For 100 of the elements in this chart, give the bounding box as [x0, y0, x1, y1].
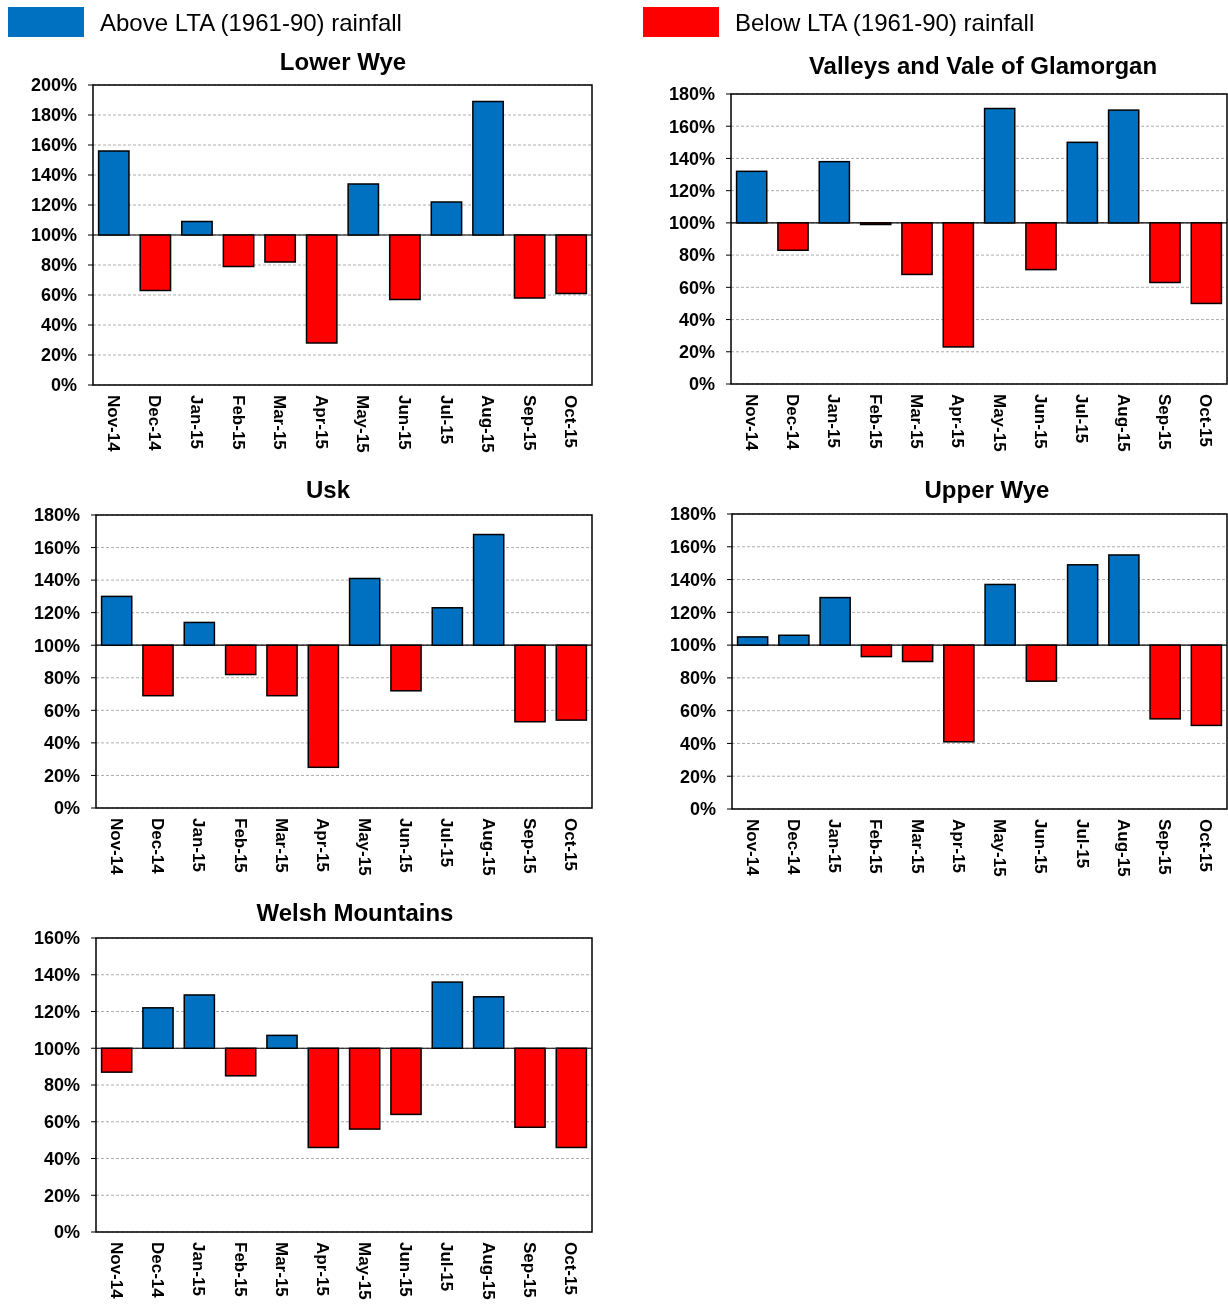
- y-tick-label: 160%: [668, 116, 715, 137]
- y-tick-label: 20%: [43, 1185, 80, 1206]
- x-tick-label: Jul-15: [437, 1242, 457, 1292]
- y-tick-label: 60%: [40, 285, 77, 306]
- y-tick-label: 180%: [668, 84, 715, 105]
- chart-title: Usk: [305, 476, 351, 503]
- x-tick-label: May-15: [353, 395, 373, 453]
- x-tick-label: May-15: [354, 1242, 374, 1300]
- y-tick-label: 140%: [33, 570, 80, 591]
- y-tick-label: 40%: [43, 733, 80, 754]
- y-tick-label: 0%: [53, 1222, 80, 1243]
- x-tick-label: Nov-14: [741, 394, 761, 452]
- x-tick-label: Jul-15: [1072, 819, 1092, 869]
- y-tick-label: 20%: [43, 765, 80, 786]
- y-tick-label: 20%: [40, 345, 77, 366]
- x-tick-label: Aug-15: [1113, 819, 1133, 877]
- y-tick-label: 180%: [669, 504, 716, 525]
- y-tick-label: 140%: [33, 965, 80, 986]
- y-tick-label: 160%: [33, 537, 80, 558]
- x-tick-label: Jul-15: [437, 818, 457, 868]
- y-tick-label: 60%: [43, 1112, 80, 1133]
- y-tick-label: 100%: [30, 225, 77, 246]
- y-tick-label: 40%: [43, 1148, 80, 1169]
- x-tick-label: Sep-15: [519, 395, 539, 451]
- x-tick-label: Jan-15: [189, 818, 209, 872]
- y-tick-label: 20%: [678, 342, 715, 363]
- y-tick-label: 200%: [30, 75, 77, 96]
- y-tick-label: 120%: [668, 180, 715, 201]
- x-tick-label: Oct-15: [561, 395, 581, 448]
- y-tick-label: 60%: [679, 700, 716, 721]
- y-tick-label: 80%: [678, 245, 715, 266]
- x-tick-label: Feb-15: [865, 394, 885, 449]
- x-tick-label: Mar-15: [270, 395, 290, 450]
- x-tick-label: Apr-15: [948, 394, 968, 448]
- x-tick-label: Apr-15: [948, 819, 968, 873]
- x-tick-label: Aug-15: [478, 818, 498, 876]
- legend-label: Below LTA (1961-90) rainfall: [735, 9, 1035, 36]
- x-tick-label: Mar-15: [907, 819, 927, 874]
- y-tick-label: 0%: [688, 374, 715, 395]
- y-tick-label: 100%: [33, 635, 80, 656]
- y-tick-label: 100%: [33, 1038, 80, 1059]
- x-tick-label: Sep-15: [520, 818, 540, 874]
- x-tick-label: Nov-14: [106, 1242, 126, 1300]
- x-tick-label: Nov-14: [742, 819, 762, 877]
- x-tick-label: Jan-15: [187, 395, 207, 449]
- x-tick-label: Jun-15: [396, 1242, 416, 1297]
- x-tick-label: Mar-15: [907, 394, 927, 449]
- x-tick-label: May-15: [990, 819, 1010, 877]
- x-tick-label: May-15: [354, 818, 374, 876]
- y-tick-label: 100%: [668, 213, 715, 234]
- x-tick-label: Jun-15: [1031, 819, 1051, 874]
- y-tick-label: 160%: [669, 537, 716, 558]
- x-tick-label: Dec-14: [148, 1242, 168, 1299]
- y-tick-label: 40%: [40, 315, 77, 336]
- x-tick-label: Oct-15: [1196, 394, 1216, 447]
- x-tick-label: Mar-15: [272, 1242, 292, 1297]
- x-tick-label: Mar-15: [272, 818, 292, 873]
- y-tick-label: 120%: [33, 602, 80, 623]
- x-tick-label: Feb-15: [866, 819, 886, 874]
- y-tick-label: 180%: [33, 505, 80, 526]
- x-tick-label: Jul-15: [1072, 394, 1092, 444]
- chart-title: Lower Wye: [279, 48, 407, 75]
- y-tick-label: 100%: [669, 635, 716, 656]
- x-tick-label: Sep-15: [520, 1242, 540, 1298]
- x-tick-label: Aug-15: [1113, 394, 1133, 452]
- x-tick-label: Dec-14: [148, 818, 168, 875]
- y-tick-label: 80%: [40, 255, 77, 276]
- y-tick-label: 140%: [668, 148, 715, 169]
- y-tick-label: 20%: [679, 766, 716, 787]
- y-tick-label: 80%: [43, 1075, 80, 1096]
- x-tick-label: Jun-15: [396, 818, 416, 873]
- x-tick-label: Jun-15: [1031, 394, 1051, 449]
- x-tick-label: Dec-14: [145, 395, 165, 452]
- x-tick-label: Oct-15: [1196, 819, 1216, 872]
- y-tick-label: 120%: [669, 602, 716, 623]
- x-tick-label: Sep-15: [1155, 394, 1175, 450]
- chart-title: Welsh Mountains: [256, 899, 454, 926]
- y-tick-label: 120%: [30, 195, 77, 216]
- y-tick-label: 40%: [679, 733, 716, 754]
- chart-title: Upper Wye: [924, 476, 1050, 503]
- x-tick-label: Feb-15: [230, 1242, 250, 1297]
- x-tick-label: Dec-14: [783, 819, 803, 876]
- y-tick-label: 80%: [679, 668, 716, 689]
- chart-title: Valleys and Vale of Glamorgan: [808, 52, 1158, 79]
- y-tick-label: 180%: [30, 105, 77, 126]
- x-tick-label: Feb-15: [230, 818, 250, 873]
- y-tick-label: 160%: [33, 928, 80, 949]
- y-tick-label: 40%: [678, 309, 715, 330]
- y-tick-label: 140%: [669, 569, 716, 590]
- y-tick-label: 0%: [53, 798, 80, 819]
- x-tick-label: Apr-15: [313, 1242, 333, 1296]
- x-tick-label: Jan-15: [189, 1242, 209, 1296]
- y-tick-label: 160%: [30, 135, 77, 156]
- x-tick-label: Sep-15: [1155, 819, 1175, 875]
- x-tick-label: Nov-14: [103, 395, 123, 453]
- x-tick-label: Apr-15: [313, 818, 333, 872]
- y-tick-label: 80%: [43, 668, 80, 689]
- x-tick-label: Apr-15: [311, 395, 331, 449]
- x-tick-label: Jul-15: [436, 395, 456, 445]
- y-tick-label: 120%: [33, 1001, 80, 1022]
